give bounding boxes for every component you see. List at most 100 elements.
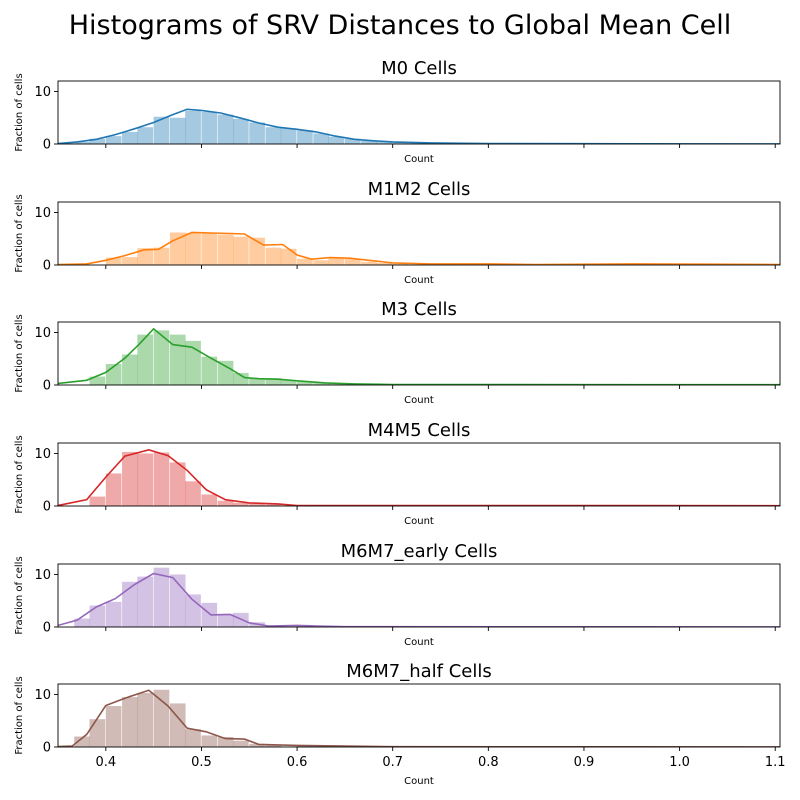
histogram-bar [169,462,186,506]
histogram-bar [297,130,313,144]
histogram-bars [74,567,313,627]
histogram-bar [122,581,138,627]
subplot-title: M6M7_early Cells [341,541,498,562]
histogram-bar [217,737,234,747]
y-tick-label: 0 [43,379,51,394]
histogram-bar [249,743,265,747]
histogram-bar [153,567,170,627]
subplot-5: 0 10 M6M7_early Cells Count Fraction of cell… [14,541,781,648]
x-tick-label: 1.0 [669,755,690,770]
histogram-bar [280,380,297,385]
histogram-bar [265,127,282,144]
axes-frame [57,683,781,748]
histogram-bar [249,122,265,144]
x-axis-label: Count [404,637,434,648]
x-axis-label: Count [404,516,434,527]
histogram-bar [280,128,297,144]
axes-frame [57,321,781,386]
histogram-bar [280,248,297,265]
histogram-bar [137,334,154,385]
x-tick-label: 1.1 [765,755,786,770]
y-axis-label: Fraction of cells [14,435,25,513]
histogram-bar [137,453,154,506]
histogram-bars [89,330,409,385]
histogram-bar [185,232,201,265]
y-tick-label: 0 [43,621,51,636]
histogram-bar [169,703,186,747]
y-tick-label: 10 [34,85,51,100]
histogram-bars [105,232,600,265]
histogram-bar [313,260,329,265]
y-tick-label: 0 [43,259,51,274]
kde-line [58,572,780,627]
kde-line [58,689,780,747]
histogram-bar [105,136,122,144]
histogram-bar [376,262,393,265]
histogram-bar [344,138,361,144]
histogram-bar [328,136,345,144]
histogram-bar [201,233,218,265]
subplot-title: M6M7_half Cells [346,661,492,682]
histogram-bar [265,744,282,747]
histogram-bar [217,360,234,385]
histogram-bar [249,378,265,385]
histogram-bar [217,114,234,144]
y-tick-label: 10 [34,568,51,583]
histogram-bar [217,234,234,265]
y-tick-label: 10 [34,447,51,462]
y-axis-label: Fraction of cells [14,314,25,392]
x-axis-label: Count [404,275,434,286]
subplot-3: 0 10 M3 Cells Count Fraction of cells [14,299,781,406]
x-axis-label: Count [404,395,434,406]
y-tick-label: 0 [43,138,51,153]
x-tick-label: 0.4 [95,755,116,770]
histogram-bars [89,451,505,506]
y-axis-label: Fraction of cells [14,194,25,272]
histogram-bar [313,382,329,385]
histogram-bar [265,247,282,265]
subplot-title: M4M5 Cells [368,420,471,441]
histogram-bar [328,383,345,385]
x-tick-label: 0.8 [478,755,499,770]
histogram-bar [297,258,313,265]
histogram-bar [137,127,154,144]
subplot-title: M1M2 Cells [368,179,471,200]
histogram-bar [392,142,409,144]
histogram-bar [344,258,361,265]
histogram-bar [122,697,138,747]
histogram-bar [153,689,170,747]
y-tick-label: 0 [43,500,51,515]
histogram-bar [376,141,393,144]
x-axis-label: Count [404,154,434,165]
subplot-2: 0 10 M1M2 Cells Count Fraction of cells [14,179,781,286]
histogram-bar [105,257,122,265]
subplot-4: 0 10 M4M5 Cells Count Fraction of cells [14,420,781,527]
kde-line [58,448,780,506]
histogram-bar [313,133,329,144]
y-tick-label: 10 [34,206,51,221]
histogram-bar [105,473,122,506]
histogram-bar [137,576,154,627]
histogram-bar [185,110,201,144]
kde-line [58,327,780,385]
histogram-bar [122,131,138,144]
histogram-bar [137,248,154,265]
histogram-bar [217,500,234,506]
axes-frame [57,442,781,507]
histogram-bar [201,735,218,747]
histogram-bar [105,601,122,627]
subplot-title: M0 Cells [381,58,457,79]
histogram-bar [201,602,218,627]
histogram-bar [153,452,170,506]
histogram-bar [185,340,201,385]
subplot-6: 0 10 0.4 0.5 0.6 0.7 0.8 0.9 1.0 1.1 M6M7_half Cel… [14,661,786,787]
axes-frame [57,80,781,145]
x-tick-label: 0.7 [382,755,403,770]
histogram-bar [249,237,265,265]
histogram-bar [137,692,154,747]
histogram-bar [74,618,90,627]
histogram-bar [201,111,218,144]
subplot-title: M3 Cells [381,299,457,320]
y-axis-label: Fraction of cells [14,556,25,634]
